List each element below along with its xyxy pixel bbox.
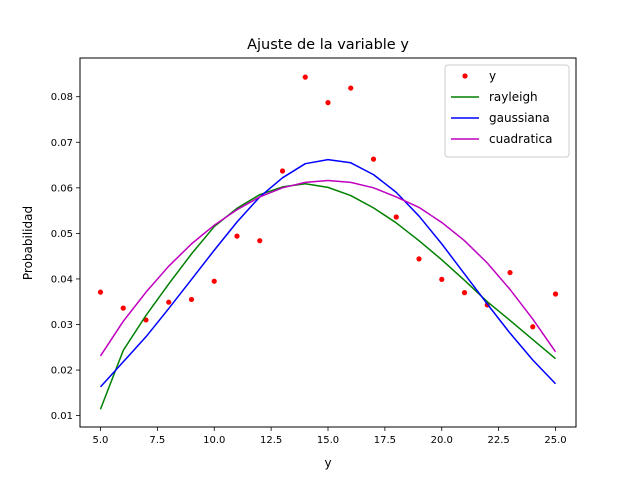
data-point-y: [211, 278, 217, 284]
y-tick-label: 0.01: [51, 411, 73, 422]
y-axis: 0.01 0.02 0.03 0.04 0.05 0.06 0.07 0.08: [51, 92, 80, 422]
x-tick-label: 25.0: [544, 435, 566, 446]
legend-swatch-y: [462, 73, 468, 79]
series-line-cuadratica: [99, 179, 557, 357]
data-point-y: [348, 85, 354, 91]
x-tick-label: 22.5: [488, 435, 510, 446]
chart-title: Ajuste de la variable y: [247, 37, 409, 53]
legend-label-gaussiana: gaussiana: [489, 111, 550, 125]
x-tick-label: 10.0: [203, 435, 225, 446]
y-tick-label: 0.02: [51, 366, 73, 377]
y-tick-label: 0.05: [51, 229, 73, 240]
y-tick-label: 0.06: [51, 183, 73, 194]
data-point-y: [97, 289, 104, 295]
x-axis: 5.0 7.5 10.0 12.5 15.0 17.5 20.0 22.5 25.0: [93, 427, 567, 446]
data-point-y: [166, 299, 172, 305]
y-tick-label: 0.04: [51, 274, 73, 285]
legend-box: [444, 64, 570, 158]
y-tick-label: 0.07: [51, 138, 73, 149]
data-point-y: [416, 256, 422, 262]
legend-label-y: y: [489, 69, 496, 83]
x-tick-label: 5.0: [93, 435, 109, 446]
plot-area: [97, 74, 559, 410]
x-tick-label: 7.5: [149, 435, 165, 446]
data-point-y: [302, 74, 308, 80]
x-tick-label: 12.5: [260, 435, 282, 446]
data-point-y: [279, 168, 286, 174]
y-tick-label: 0.03: [51, 320, 73, 331]
data-point-y: [325, 100, 331, 106]
data-point-y: [439, 276, 445, 282]
data-point-y: [120, 305, 126, 311]
data-point-y: [461, 290, 468, 296]
legend-label-rayleigh: rayleigh: [489, 90, 538, 104]
series-line-gaussiana: [99, 158, 557, 388]
y-tick-label: 0.08: [51, 92, 73, 103]
data-point-y: [370, 156, 377, 162]
x-tick-label: 20.0: [431, 435, 453, 446]
y-axis-label: Probabilidad: [21, 206, 35, 280]
data-point-y: [257, 238, 263, 244]
x-axis-label: y: [324, 456, 331, 470]
data-point-y: [530, 324, 536, 330]
data-point-y: [234, 233, 240, 239]
x-tick-label: 17.5: [374, 435, 396, 446]
data-point-y: [188, 296, 195, 303]
legend-label-cuadratica: cuadratica: [489, 132, 552, 146]
x-tick-label: 15.0: [317, 435, 339, 446]
data-point-y: [393, 214, 399, 220]
series-line-rayleigh: [99, 182, 557, 410]
data-point-y: [552, 291, 559, 297]
data-point-y: [507, 269, 513, 276]
legend: y rayleigh gaussiana cuadratica: [444, 64, 570, 158]
